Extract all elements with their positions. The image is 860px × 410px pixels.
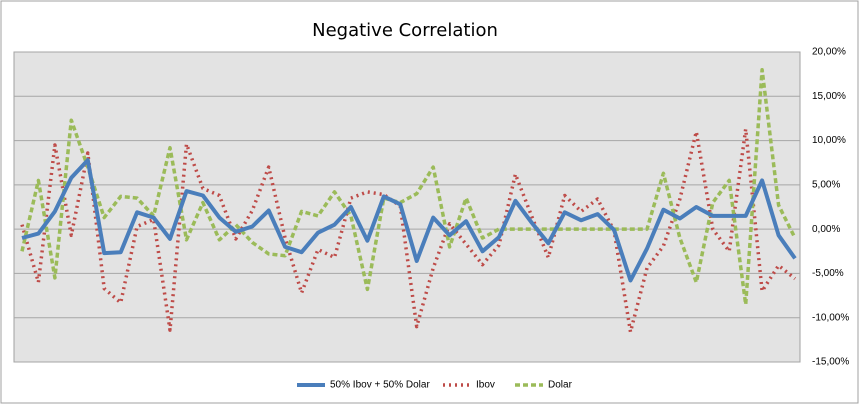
series-line <box>21 158 797 283</box>
y-tick-label: 0,00% <box>812 224 840 235</box>
y-tick-label: 10,00% <box>812 135 846 146</box>
legend-label: Ibov <box>476 380 495 391</box>
y-tick-label: 5,00% <box>812 179 840 190</box>
legend-label: 50% Ibov + 50% Dolar <box>330 380 430 391</box>
legend-label: Dolar <box>548 380 573 391</box>
series-line <box>20 67 797 307</box>
y-tick-label: 20,00% <box>812 47 846 58</box>
plot-area <box>13 51 801 363</box>
y-tick-label: -15,00% <box>812 357 849 368</box>
chart-title: Negative Correlation <box>312 20 498 41</box>
y-tick-label: -10,00% <box>812 312 849 323</box>
y-tick-label: 15,00% <box>812 91 846 102</box>
series-line <box>20 127 797 334</box>
y-tick-label: -5,00% <box>812 268 844 279</box>
